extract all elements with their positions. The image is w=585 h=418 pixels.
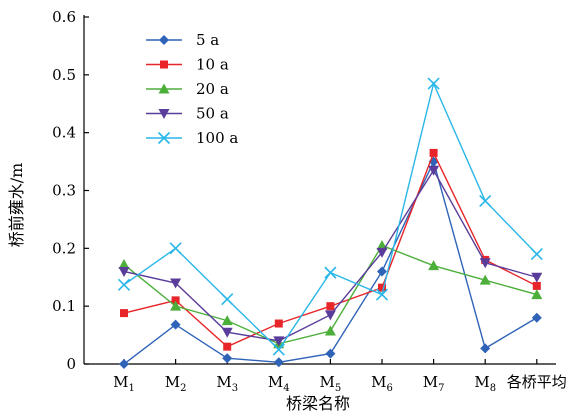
data-point bbox=[170, 300, 182, 311]
legend-item: 5 a bbox=[146, 31, 219, 49]
data-point bbox=[378, 283, 386, 292]
data-point bbox=[377, 266, 387, 277]
x-tick-label-base: M bbox=[165, 373, 180, 391]
y-tick-label: 0.4 bbox=[52, 124, 76, 142]
data-point bbox=[221, 315, 233, 326]
legend-marker bbox=[159, 35, 169, 45]
data-point bbox=[531, 272, 543, 283]
data-point bbox=[120, 309, 128, 318]
x-tick-label: M8 bbox=[474, 373, 496, 394]
legend-label: 50 a bbox=[196, 105, 229, 123]
data-point bbox=[480, 343, 491, 354]
data-point bbox=[325, 348, 336, 359]
y-tick-label: 0 bbox=[66, 355, 76, 373]
legend-item: 10 a bbox=[146, 56, 229, 74]
data-point bbox=[117, 278, 131, 291]
data-point bbox=[170, 278, 182, 289]
series-layer bbox=[117, 77, 543, 369]
x-tick-label: M6 bbox=[371, 373, 393, 394]
x-tick-label: M3 bbox=[216, 373, 238, 394]
data-point bbox=[326, 302, 335, 311]
x-tick-label: M1 bbox=[113, 373, 135, 394]
x-tick-label-sub: 2 bbox=[180, 383, 186, 394]
data-point bbox=[273, 336, 285, 347]
data-point bbox=[427, 77, 440, 90]
legend-label: 100 a bbox=[196, 129, 238, 147]
axes: 00.10.20.30.40.50.6M1 M2 M3 M4 M5 M6 M7 M8 各桥平均 bbox=[52, 8, 567, 394]
data-point bbox=[479, 274, 491, 285]
y-tick-label: 0.1 bbox=[52, 297, 76, 315]
data-point bbox=[376, 247, 388, 258]
y-tick-label: 0.2 bbox=[52, 239, 76, 257]
data-point bbox=[171, 296, 180, 305]
series-4 bbox=[117, 77, 543, 356]
series-0 bbox=[119, 156, 542, 369]
data-point bbox=[479, 258, 491, 269]
legend: 5 a 10 a 20 a 50 a 100 a bbox=[146, 31, 238, 147]
x-tick-label-sub: 7 bbox=[438, 383, 444, 394]
x-tick-label-base: M bbox=[371, 373, 386, 391]
legend-marker bbox=[158, 109, 170, 119]
series-2 bbox=[118, 239, 543, 349]
legend-item: 100 a bbox=[146, 129, 238, 147]
data-point bbox=[170, 319, 181, 330]
x-tick-label: M2 bbox=[165, 373, 187, 394]
data-point bbox=[169, 242, 182, 255]
legend-label: 10 a bbox=[196, 56, 229, 74]
legend-item: 20 a bbox=[146, 80, 229, 98]
data-point bbox=[272, 343, 285, 356]
x-tick-label-sub: 4 bbox=[283, 383, 289, 394]
x-tick-label-sub: 8 bbox=[490, 383, 496, 394]
x-tick-label: M4 bbox=[268, 373, 290, 394]
x-tick-label-sub: 6 bbox=[386, 383, 392, 394]
legend-marker bbox=[158, 83, 170, 94]
x-tick-label-base: M bbox=[320, 373, 335, 391]
y-tick-label: 0.5 bbox=[52, 66, 76, 84]
series-3 bbox=[118, 165, 543, 347]
data-point bbox=[324, 310, 336, 321]
data-point bbox=[119, 359, 129, 369]
x-tick-label-base: M bbox=[474, 373, 489, 391]
x-tick-label-sub: 5 bbox=[335, 383, 341, 394]
y-axis-label: 桥前雍水/m bbox=[7, 163, 26, 248]
data-point bbox=[530, 248, 543, 261]
data-point bbox=[479, 194, 492, 207]
y-tick-label: 0.6 bbox=[52, 8, 76, 26]
x-tick-label-sub: 3 bbox=[232, 383, 238, 394]
data-point bbox=[221, 293, 234, 306]
data-point bbox=[531, 312, 542, 323]
x-tick-label-sub: 1 bbox=[128, 383, 134, 394]
data-point bbox=[118, 259, 130, 270]
data-point bbox=[429, 148, 438, 157]
data-point bbox=[222, 353, 233, 364]
legend-label: 20 a bbox=[196, 80, 229, 98]
x-tick-label: 各桥平均 bbox=[507, 373, 567, 391]
legend-marker bbox=[157, 131, 171, 145]
x-tick-label: M5 bbox=[320, 373, 342, 394]
data-point bbox=[274, 319, 283, 328]
data-point bbox=[221, 327, 233, 338]
x-tick-label-base: M bbox=[113, 373, 128, 391]
data-point bbox=[324, 266, 337, 279]
legend-marker bbox=[160, 60, 168, 69]
legend-label: 5 a bbox=[196, 31, 219, 49]
x-tick-label-base: M bbox=[423, 373, 438, 391]
x-tick-label-base: M bbox=[268, 373, 283, 391]
x-axis-label: 桥梁名称 bbox=[286, 394, 350, 413]
data-point bbox=[531, 289, 543, 300]
data-point bbox=[532, 281, 541, 290]
legend-item: 50 a bbox=[146, 105, 229, 123]
data-point bbox=[118, 266, 130, 277]
data-point bbox=[223, 342, 232, 351]
data-point bbox=[428, 165, 440, 176]
data-point bbox=[324, 325, 336, 336]
data-point bbox=[428, 260, 440, 271]
x-tick-label-base: 各桥平均 bbox=[507, 373, 567, 391]
y-tick-label: 0.3 bbox=[52, 182, 76, 200]
data-point bbox=[273, 357, 284, 368]
x-tick-label-base: M bbox=[216, 373, 231, 391]
data-point bbox=[375, 288, 389, 301]
x-tick-label: M7 bbox=[423, 373, 445, 394]
